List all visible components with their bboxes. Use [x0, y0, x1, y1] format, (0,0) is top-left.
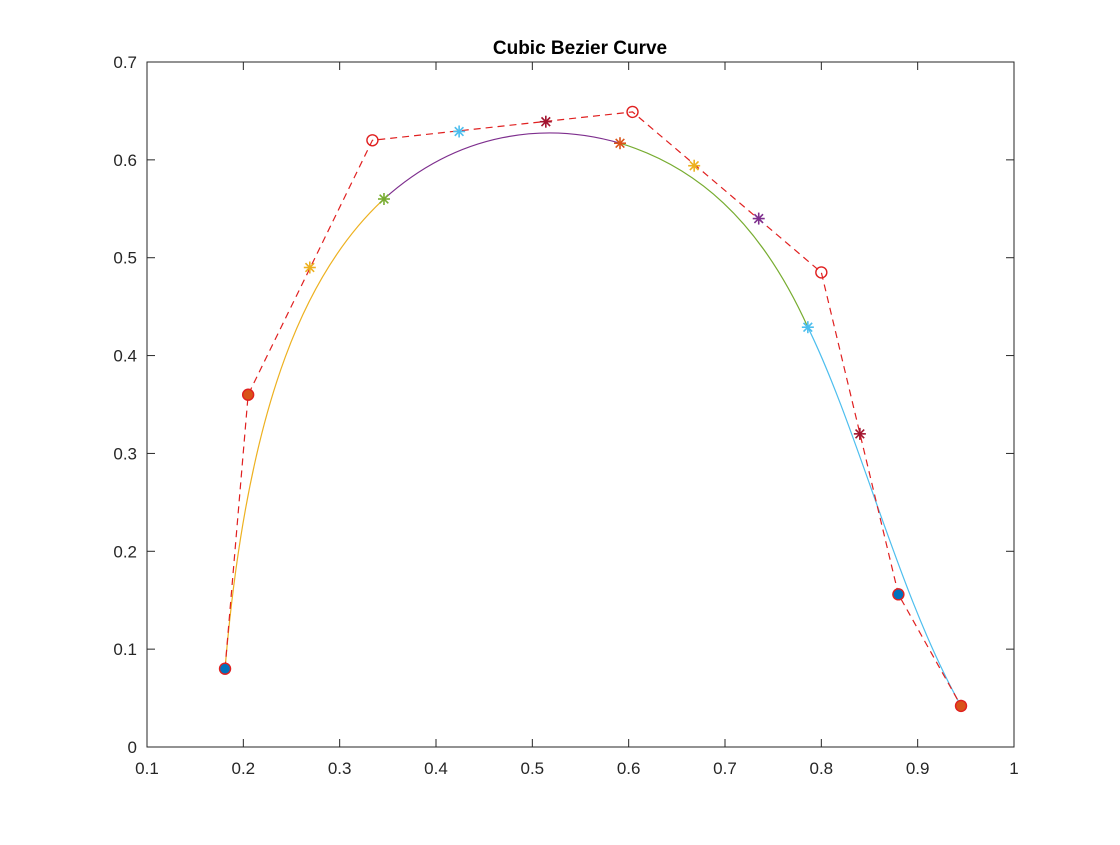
x-tick-label-3: 0.3: [328, 759, 352, 778]
star-stroke-6-4: [615, 138, 625, 149]
x-tick-label-1: 0.1: [135, 759, 159, 778]
star-stroke-1-4: [220, 663, 230, 674]
control-polygon-line: [224, 111, 962, 707]
x-tick-label-4: 0.4: [424, 759, 448, 778]
control-point-circle-3: [366, 134, 379, 147]
star-stroke-7-4: [689, 160, 700, 171]
star-stroke-9-4: [802, 322, 813, 333]
y-tick-label-5: 0.4: [113, 347, 137, 366]
y-tick-label-3: 0.2: [113, 542, 137, 561]
control-point-circle-5: [815, 266, 828, 279]
axes-box: [146, 61, 1015, 748]
star-marker-3: [377, 193, 390, 205]
x-tick-label-2: 0.2: [232, 759, 256, 778]
star-marker-9: [801, 321, 814, 334]
star-marker-7: [688, 159, 701, 172]
star-stroke-3-4: [379, 194, 389, 204]
x-tick-label-9: 0.9: [906, 759, 930, 778]
bezier-segment-1: [224, 198, 385, 669]
star-marker-4: [453, 125, 466, 138]
star-marker-10: [853, 427, 866, 440]
star-marker-11: [892, 588, 905, 601]
control-point-circle-4: [626, 105, 639, 119]
x-tick-label-10: 1: [1009, 759, 1018, 778]
control-point-circle-1: [218, 662, 232, 675]
star-stroke-12-4: [956, 701, 966, 711]
star-stroke-4-4: [454, 126, 465, 137]
control-point-circle-7: [954, 699, 968, 713]
control-point-circle-2: [241, 388, 255, 401]
x-tick-label-5: 0.5: [521, 759, 545, 778]
y-tick-label-6: 0.5: [113, 249, 137, 268]
y-tick-label-7: 0.6: [113, 151, 137, 170]
y-tick-label-4: 0.3: [113, 444, 137, 463]
star-marker-12: [955, 699, 968, 712]
star-marker-6: [613, 137, 626, 150]
chart-title: Cubic Bezier Curve: [493, 38, 667, 59]
star-marker-2: [303, 261, 316, 274]
endpoint-dot-2: [242, 389, 254, 401]
y-tick-label-8: 0.7: [113, 53, 137, 72]
x-tick-label-7: 0.7: [713, 759, 737, 778]
x-tick-label-8: 0.8: [810, 759, 834, 778]
x-tick-label-6: 0.6: [617, 759, 641, 778]
star-stroke-2-4: [304, 262, 315, 273]
bezier-segment-3: [619, 142, 809, 328]
star-stroke-11-4: [893, 589, 904, 600]
star-marker-5: [539, 115, 552, 128]
star-stroke-8-4: [753, 213, 764, 224]
star-marker-8: [752, 212, 765, 225]
y-tick-label-2: 0.1: [113, 640, 137, 659]
star-stroke-10-4: [854, 428, 865, 439]
star-marker-1: [219, 662, 232, 675]
control-point-circle-6: [892, 588, 905, 601]
bezier-segment-4: [807, 326, 962, 707]
plot-area: [218, 105, 968, 713]
axes: 0.1 0.2 0.3 0.4 0.5 0.6 0.7 0.8 0.9 1 0 0.1 0.2 0.3 0.…: [113, 53, 1018, 778]
star-stroke-5-4: [540, 116, 551, 127]
bezier-segment-2: [383, 132, 621, 200]
y-tick-label-1: 0: [128, 738, 137, 757]
